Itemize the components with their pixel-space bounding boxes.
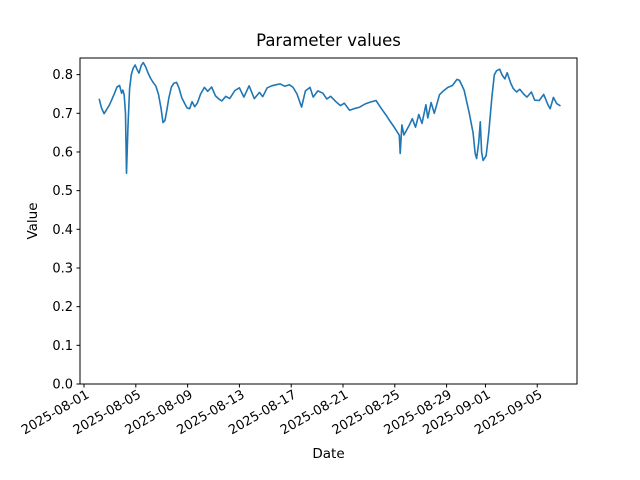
data-line <box>98 61 561 174</box>
y-tick-label: 0.4 <box>52 223 73 238</box>
y-tick-label: 0.7 <box>52 107 73 122</box>
x-axis-label: Date <box>312 446 345 462</box>
chart-title: Parameter values <box>256 31 401 50</box>
y-tick-label: 0.2 <box>52 300 73 315</box>
y-tick-label: 0.3 <box>52 261 73 276</box>
y-tick-label: 0.8 <box>52 68 73 83</box>
y-tick-label: 0.5 <box>52 184 73 199</box>
plot-border <box>79 57 578 385</box>
y-tick-label: 0.0 <box>52 378 73 393</box>
y-tick-label: 0.1 <box>52 339 73 354</box>
y-tick-label: 0.6 <box>52 145 73 160</box>
